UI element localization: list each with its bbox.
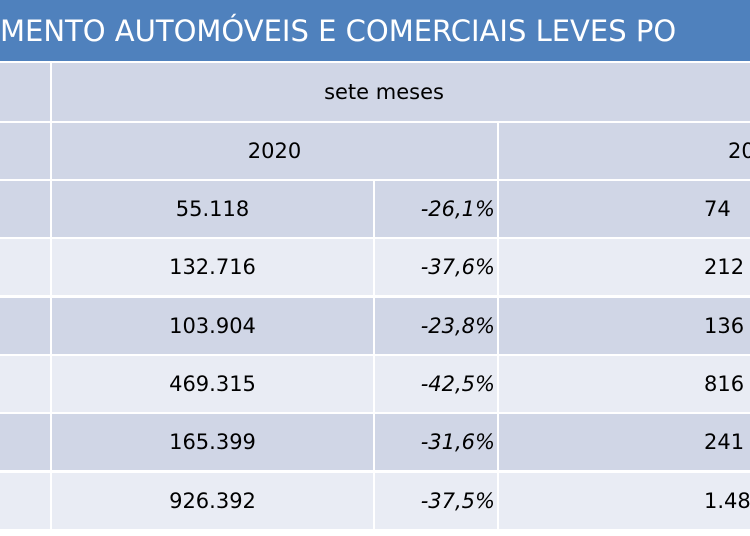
value-cell: 103.904 — [52, 297, 373, 354]
value-cell: 469.315 — [52, 355, 373, 412]
cell — [0, 239, 50, 296]
cell — [0, 181, 50, 237]
cell — [0, 297, 50, 354]
value-cell: 55.118 — [52, 181, 373, 237]
year-header: 20 — [499, 123, 750, 179]
percent-cell: -23,8% — [375, 297, 497, 354]
cell — [0, 63, 50, 121]
value-cell: 816 — [499, 355, 750, 412]
year-header: 2020 — [52, 123, 497, 179]
percent-cell: -31,6% — [375, 414, 497, 471]
value-cell: 74 — [499, 181, 750, 237]
value-cell: 926.392 — [52, 472, 373, 529]
value-cell: 165.399 — [52, 414, 373, 471]
value-cell: 132.716 — [52, 239, 373, 296]
cell — [0, 355, 50, 412]
title-bar: MENTO AUTOMÓVEIS E COMERCIAIS LEVES PO — [0, 0, 750, 61]
value-cell: 136 — [499, 297, 750, 354]
percent-cell: -42,5% — [375, 355, 497, 412]
group-label: sete meses — [324, 80, 444, 104]
cell — [0, 472, 50, 529]
cell — [0, 123, 50, 179]
value-cell: 212 — [499, 239, 750, 296]
cell — [0, 414, 50, 471]
percent-cell: -26,1% — [375, 181, 497, 237]
value-cell: 241 — [499, 414, 750, 471]
group-header: sete meses — [52, 63, 750, 121]
value-cell: 1.48 — [499, 472, 750, 529]
percent-cell: -37,5% — [375, 472, 497, 529]
title: MENTO AUTOMÓVEIS E COMERCIAIS LEVES PO — [0, 13, 677, 48]
percent-cell: -37,6% — [375, 239, 497, 296]
